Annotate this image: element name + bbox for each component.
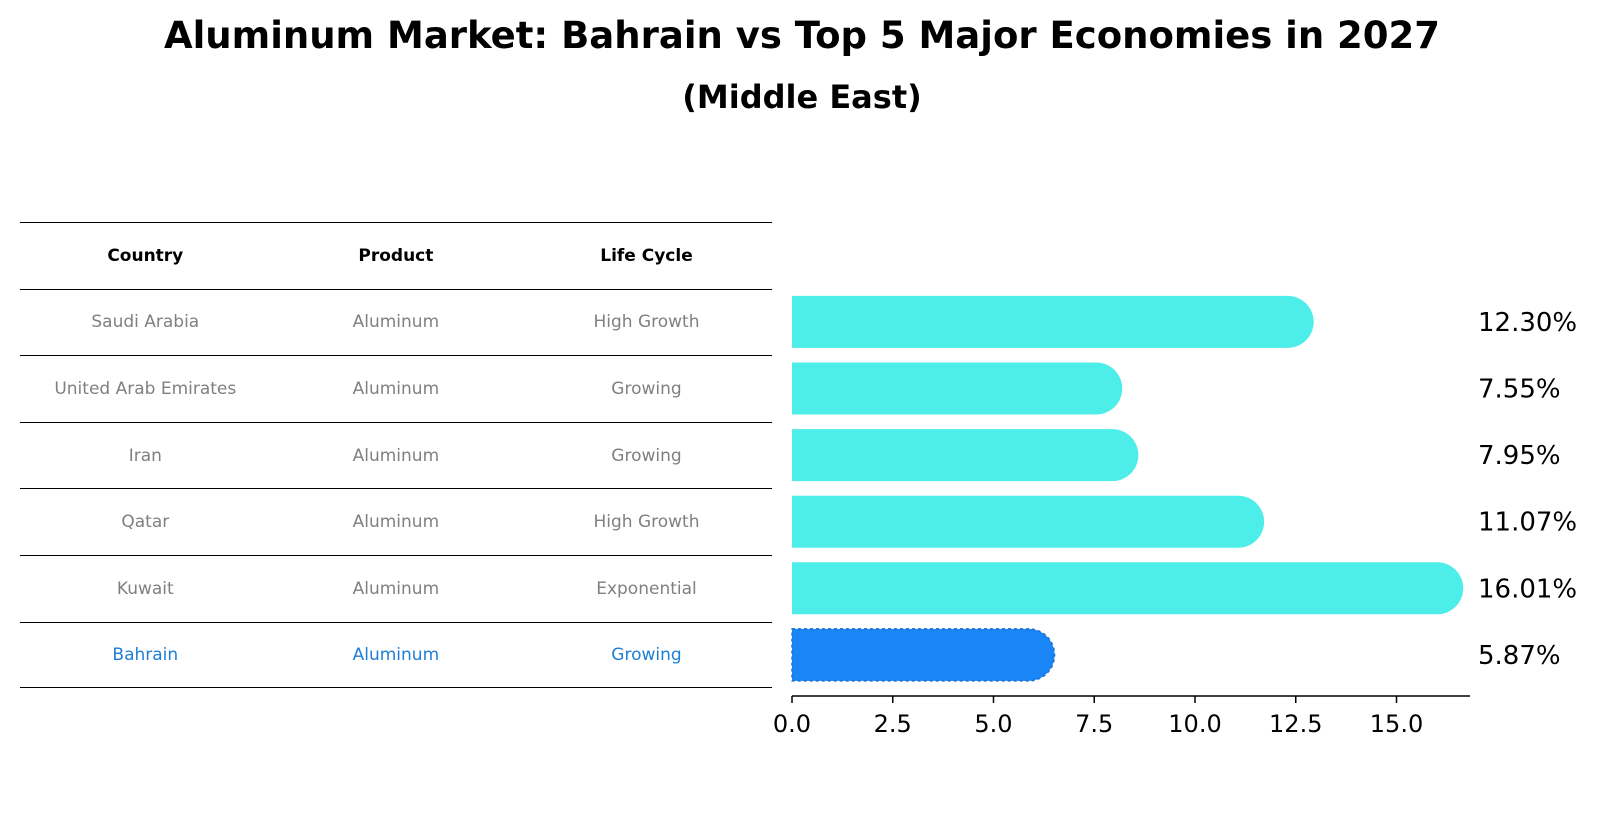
table-row: Qatar Aluminum High Growth [20,488,772,555]
cell-country: United Arab Emirates [54,378,237,399]
x-tick-label: 5.0 [974,710,1012,738]
value-label: 5.87% [1478,641,1561,671]
table-row: United Arab Emirates Aluminum Growing [20,355,772,422]
table-row-highlighted: Bahrain Aluminum Growing [20,621,772,689]
cell-life-cycle: High Growth [593,312,700,333]
x-tick-label: 7.5 [1075,710,1113,738]
cell-life-cycle: Growing [611,644,682,665]
cell-product: Aluminum [352,512,440,533]
cell-country: Saudi Arabia [91,312,200,333]
x-tick-label: 0.0 [773,710,811,738]
x-tick-label: 10.0 [1168,710,1221,738]
table-row: Saudi Arabia Aluminum High Growth [20,288,772,356]
value-label: 16.01% [1478,574,1577,604]
bar [792,495,1265,548]
bar [792,362,1123,415]
x-tick-label: 12.5 [1269,710,1322,738]
cell-life-cycle: High Growth [593,512,700,533]
bar [792,562,1464,615]
chart-subtitle: (Middle East) [682,78,922,116]
header-life-cycle: Life Cycle [600,245,693,266]
cell-country: Iran [128,445,162,466]
table-header-row: Country Product Life Cycle [20,222,772,289]
cell-life-cycle: Growing [611,445,682,466]
cell-product: Aluminum [352,578,440,599]
cell-product: Aluminum [352,312,440,333]
value-label: 11.07% [1478,508,1577,538]
bar [792,295,1314,348]
cell-country: Qatar [121,512,170,533]
x-tick-label: 15.0 [1370,710,1423,738]
table-row: Kuwait Aluminum Exponential [20,554,772,622]
value-label: 7.55% [1478,375,1561,405]
cell-country: Kuwait [116,578,174,599]
value-label: 12.30% [1478,308,1577,338]
cell-product: Aluminum [352,644,440,665]
cell-product: Aluminum [352,445,440,466]
chart-title: Aluminum Market: Bahrain vs Top 5 Major … [163,14,1441,57]
x-tick-label: 2.5 [874,710,912,738]
cell-life-cycle: Growing [611,378,682,399]
cell-country: Bahrain [112,644,179,665]
value-label: 7.95% [1478,441,1561,471]
header-country: Country [107,245,184,266]
data-table: Country Product Life Cycle Saudi Arabia … [20,222,772,689]
table-row: Iran Aluminum Growing [20,421,772,489]
bar-highlighted [791,628,1056,682]
bar [792,429,1139,482]
cell-product: Aluminum [352,378,440,399]
cell-life-cycle: Exponential [596,578,697,599]
header-product: Product [358,245,434,266]
